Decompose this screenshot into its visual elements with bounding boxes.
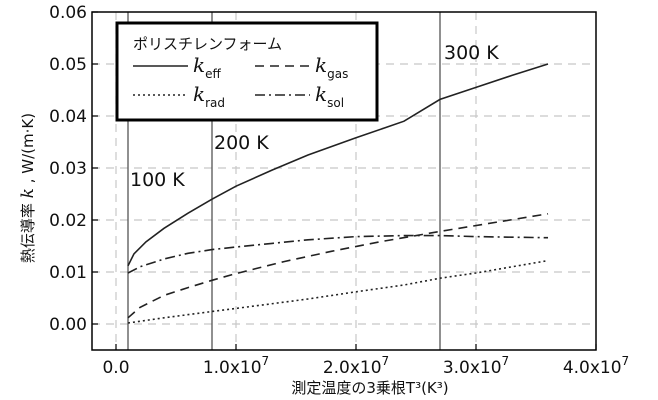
series-line-sol	[127, 234, 549, 274]
x-tick-label: 0.0	[102, 358, 129, 378]
legend-box	[115, 21, 379, 122]
plot-frame	[91, 11, 597, 351]
y-tick-label: 0.02	[49, 211, 87, 231]
legend-items: keff kgas krad ksol	[133, 53, 348, 110]
y-tick-label: 0.06	[49, 3, 87, 23]
temperature-labels: 100 K 200 K 300 K	[130, 42, 499, 191]
x-axis-title: 測定温度の3乗根T³(K³)	[291, 379, 448, 397]
y-axis-title-k: k	[18, 188, 38, 198]
ticks: 0.00 0.01 0.02 0.03 0.04 0.05 0.06 0.0 1.0x107 2.…	[49, 3, 629, 378]
series-line-rad	[127, 259, 549, 324]
legend: ポリスチレンフォーム keff kgas krad ksol	[115, 21, 379, 122]
y-tick-label: 0.00	[49, 315, 87, 335]
legend-label-gas: kgas	[315, 53, 348, 81]
y-tick-label: 0.03	[49, 159, 87, 179]
x-tick-label: 4.0x107	[563, 354, 629, 378]
temperature-label: 100 K	[130, 169, 185, 191]
legend-label-sol: ksol	[315, 82, 344, 110]
series-line-eff	[127, 63, 549, 267]
x-tick-label: 2.0x107	[323, 354, 389, 378]
y-tick-label: 0.04	[49, 107, 87, 127]
y-axis-title-prefix: 熱伝導率	[19, 198, 37, 263]
x-tick-label: 1.0x107	[203, 354, 269, 378]
temperature-label: 200 K	[214, 132, 269, 154]
legend-title: ポリスチレンフォーム	[133, 35, 282, 53]
y-tick-label: 0.01	[49, 263, 87, 283]
series-line-gas	[127, 213, 549, 319]
x-tick-label: 3.0x107	[443, 354, 509, 378]
series-lines	[127, 63, 549, 324]
y-axis-title: 熱伝導率 k , W/(m·K)	[18, 113, 38, 263]
y-axis-title-unit: , W/(m·K)	[19, 113, 37, 183]
legend-label-eff: keff	[193, 53, 222, 81]
temperature-label: 300 K	[444, 42, 499, 64]
legend-label-rad: krad	[193, 82, 225, 110]
svg-text:熱伝導率 k , W/(m·K): 熱伝導率 k , W/(m·K)	[18, 113, 38, 263]
y-tick-label: 0.05	[49, 55, 87, 75]
